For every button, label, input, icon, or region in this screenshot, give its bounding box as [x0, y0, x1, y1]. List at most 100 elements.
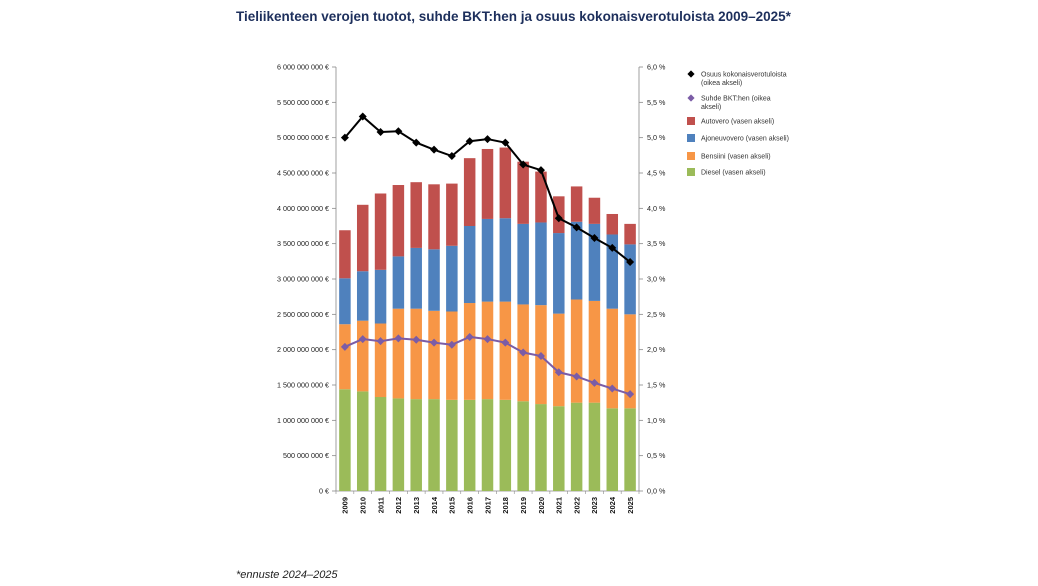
bar	[499, 147, 512, 219]
bar	[553, 233, 565, 314]
left-axis-tick-label: 6 000 000 000 €	[277, 63, 329, 72]
data-point	[483, 135, 492, 144]
bar	[535, 222, 547, 306]
data-point	[394, 334, 403, 343]
bar	[499, 218, 512, 302]
bar	[535, 404, 547, 491]
legend-label: Ajoneuvovero (vasen akseli)	[701, 136, 789, 143]
right-axis-tick-label: 1,0 %	[647, 416, 666, 425]
bar	[446, 183, 458, 246]
x-axis-tick-label: 2011	[376, 497, 385, 513]
bar	[463, 158, 476, 226]
bar	[428, 310, 440, 400]
bar	[481, 301, 494, 400]
data-point	[358, 335, 367, 344]
right-axis-tick-label: 1,5 %	[647, 381, 666, 390]
data-point	[340, 133, 349, 142]
legend-swatch	[687, 168, 695, 176]
data-point	[519, 160, 528, 169]
data-point	[572, 372, 581, 381]
data-point	[465, 332, 474, 341]
bar-group-diesel	[339, 389, 636, 491]
bar	[624, 244, 636, 315]
bar	[624, 223, 636, 245]
bar	[463, 303, 476, 400]
left-axis-tick-label: 1 500 000 000 €	[277, 381, 329, 390]
data-point	[340, 342, 349, 351]
right-axis-tick-label: 6,0 %	[647, 63, 666, 72]
line-series	[340, 112, 635, 399]
right-axis-tick-label: 2,0 %	[647, 345, 666, 354]
bar-group-autovero	[339, 147, 636, 279]
bar	[570, 299, 583, 403]
x-axis-tick-label: 2017	[483, 497, 492, 514]
bar	[428, 399, 440, 491]
legend-marker	[687, 94, 695, 102]
data-point	[412, 335, 421, 344]
bar	[588, 402, 601, 491]
left-axis-tick-label: 2 500 000 000 €	[277, 310, 329, 319]
x-axis-tick-label: 2019	[519, 497, 528, 514]
data-point	[358, 112, 367, 121]
bar	[356, 271, 369, 321]
data-point	[447, 152, 456, 161]
bar	[339, 278, 351, 325]
bar	[588, 197, 601, 224]
legend-label-line2: akseli)	[701, 104, 721, 111]
bar	[517, 161, 529, 224]
bar	[410, 247, 422, 309]
data-point	[483, 335, 492, 344]
bar	[481, 148, 494, 219]
bar	[339, 389, 351, 491]
data-point	[590, 378, 599, 387]
bar	[339, 230, 351, 279]
bar	[553, 313, 565, 407]
left-axis-tick-label: 1 000 000 000 €	[277, 416, 329, 425]
bar	[535, 171, 547, 223]
line-group	[340, 112, 635, 267]
bar	[410, 182, 422, 248]
bar	[410, 399, 422, 491]
right-axis-tick-label: 3,5 %	[647, 239, 666, 248]
x-axis-tick-labels: 2009 2010 2011 2012 2013 2014 2015 2016 2017 2018…	[341, 496, 635, 514]
data-point	[501, 338, 510, 347]
bar	[446, 399, 458, 491]
legend-item: Diesel (vasen akseli)	[687, 168, 766, 177]
data-point	[626, 390, 635, 399]
data-point	[554, 368, 563, 377]
bar	[481, 399, 494, 491]
right-axis-tick-label: 0,0 %	[647, 487, 666, 496]
bar	[374, 397, 387, 491]
legend: Osuus kokonaisverotuloista(oikea akseli)…	[687, 70, 789, 177]
bar	[356, 391, 369, 491]
bar	[570, 221, 583, 300]
data-point	[572, 223, 581, 232]
left-axis-tick-label: 4 000 000 000 €	[277, 204, 329, 213]
data-point	[519, 348, 528, 357]
data-point	[394, 127, 403, 136]
bar	[606, 408, 619, 491]
bar	[553, 406, 565, 491]
x-axis-tick-label: 2024	[608, 496, 617, 514]
footnote: *ennuste 2024–2025	[236, 569, 338, 581]
x-axis-tick-label: 2014	[430, 496, 439, 514]
left-axis-tick-label: 3 500 000 000 €	[277, 239, 329, 248]
bar	[624, 314, 636, 409]
right-axis-tick-label: 4,5 %	[647, 169, 666, 178]
data-point	[430, 145, 439, 154]
bar	[428, 249, 440, 311]
bar	[392, 256, 405, 309]
data-point	[608, 243, 617, 252]
bar	[606, 234, 619, 309]
x-axis-tick-label: 2020	[537, 497, 546, 514]
bar	[517, 401, 529, 491]
data-point	[608, 384, 617, 393]
data-point	[554, 214, 563, 223]
bar	[356, 204, 369, 272]
x-axis-tick-label: 2025	[626, 497, 635, 514]
data-point	[465, 137, 474, 146]
left-axis-tick-label: 5 500 000 000 €	[277, 98, 329, 107]
bar	[499, 399, 512, 491]
bar	[606, 308, 619, 409]
data-point	[430, 338, 439, 347]
